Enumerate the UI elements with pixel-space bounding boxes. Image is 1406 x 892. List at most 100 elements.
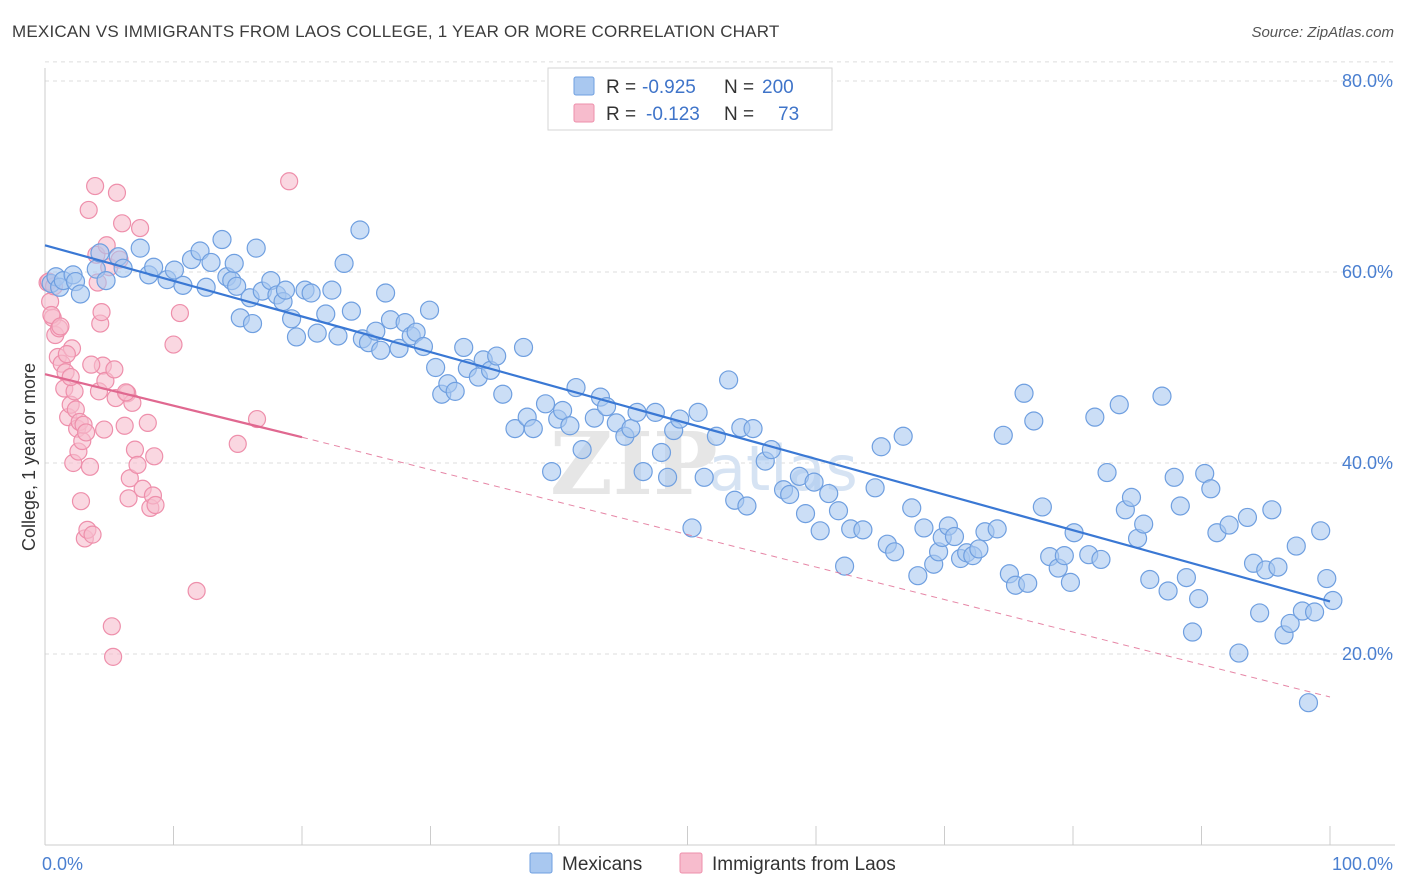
mexicans-point xyxy=(871,437,891,457)
mexicans-point xyxy=(96,270,116,291)
mexicans-point xyxy=(1014,383,1034,403)
mexicans-point xyxy=(1311,521,1331,541)
laos-point xyxy=(86,176,105,196)
legend-n-label-1: N = xyxy=(724,77,754,98)
mexicans-point xyxy=(70,284,91,304)
mexicans-point xyxy=(761,440,781,460)
mexicans-point xyxy=(341,301,362,321)
laos-trend-extension xyxy=(301,436,1331,698)
mexicans-point xyxy=(1280,613,1300,634)
y-tick-labels: 20.0% 40.0% 60.0% 80.0% xyxy=(1342,71,1393,664)
mexicans-point xyxy=(535,394,556,414)
mexicans-point xyxy=(853,520,873,540)
laos-point xyxy=(82,355,101,374)
trend-lines xyxy=(44,244,1331,698)
mexicans-point xyxy=(1164,467,1184,487)
laos-trend-line xyxy=(44,373,303,439)
mexicans-point xyxy=(1229,643,1249,663)
mexicans-point xyxy=(350,220,370,240)
mexicans-point xyxy=(902,498,922,518)
laos-point xyxy=(92,303,111,322)
laos-point xyxy=(83,525,102,544)
laos-point xyxy=(228,434,247,453)
mexicans-point xyxy=(328,326,348,346)
mexicans-point xyxy=(1189,589,1209,609)
mexicans-point xyxy=(1140,569,1160,590)
mexicans-point xyxy=(908,566,928,586)
laos-point xyxy=(107,183,127,202)
laos-point xyxy=(95,420,114,439)
laos-point xyxy=(130,218,150,238)
mexicans-point xyxy=(487,346,507,366)
mexicans-point xyxy=(1060,572,1081,592)
laos-point xyxy=(119,489,138,508)
mexicans-point xyxy=(493,384,513,404)
mexicans-point xyxy=(737,496,757,516)
mexicans-point xyxy=(719,370,739,390)
mexicans-point xyxy=(694,467,714,487)
mexicans-point xyxy=(1097,462,1117,483)
legend-n-value-1: 200 xyxy=(762,77,794,98)
gridlines xyxy=(45,61,1395,655)
mexicans-point xyxy=(572,440,592,460)
mexicans-point xyxy=(334,253,354,274)
mexicans-point xyxy=(969,539,989,559)
mexicans-point xyxy=(1182,622,1203,642)
mexicans-point xyxy=(227,276,247,296)
mexicans-point xyxy=(1268,557,1288,577)
mexicans-point xyxy=(780,484,800,505)
legend-box: R = -0.925 N = 200 R = -0.123 N = 73 xyxy=(547,67,833,131)
mexicans-point xyxy=(286,327,307,347)
y-tick-label: 80.0% xyxy=(1342,71,1393,91)
mexicans-point xyxy=(513,337,534,358)
mexicans-point xyxy=(1085,407,1105,427)
laos-point xyxy=(280,172,299,191)
laos-point xyxy=(57,345,76,364)
laos-point xyxy=(187,581,206,601)
legend-swatch-laos xyxy=(573,103,595,123)
laos-point xyxy=(105,360,124,379)
mexicans-point xyxy=(426,357,446,378)
mexicans-point xyxy=(454,337,474,358)
mexicans-point xyxy=(301,283,321,303)
laos-point xyxy=(145,447,164,466)
legend-n-value-2: 73 xyxy=(778,104,799,125)
x-tick-labels: 0.0% 100.0% xyxy=(42,854,1393,874)
laos-point xyxy=(77,423,96,442)
mexicans-point xyxy=(651,442,672,463)
x-tick-label: 0.0% xyxy=(42,854,83,874)
mexicans-point xyxy=(130,238,150,258)
mexicans-point xyxy=(804,472,824,492)
legend-frame xyxy=(547,67,833,131)
mexicans-point xyxy=(523,419,543,439)
y-tick-label: 20.0% xyxy=(1342,644,1393,664)
mexicans-point xyxy=(688,402,708,422)
mexicans-point xyxy=(1158,581,1178,601)
mexicans-point xyxy=(164,260,184,280)
x-tick-label: 100.0% xyxy=(1332,854,1393,874)
mexicans-point xyxy=(627,402,647,422)
mexicans-point xyxy=(445,381,465,401)
mexicans-point xyxy=(1121,487,1142,507)
chart-title: MEXICAN VS IMMIGRANTS FROM LAOS COLLEGE,… xyxy=(12,22,780,41)
mexicans-point xyxy=(246,238,266,258)
legend-r-value-2: -0.123 xyxy=(646,104,700,125)
y-axis-label: College, 1 year or more xyxy=(19,363,39,551)
mexicans-point xyxy=(1054,546,1074,566)
mexicans-point xyxy=(657,467,678,487)
mexicans-point xyxy=(419,300,440,320)
mexicans-point xyxy=(865,478,885,498)
laos-point xyxy=(120,469,139,488)
mexicans-point xyxy=(1176,567,1197,588)
mexicans-point xyxy=(201,252,221,273)
y-tick-label: 60.0% xyxy=(1342,262,1393,282)
y-tick-label: 40.0% xyxy=(1342,453,1393,473)
mexicans-point xyxy=(90,243,110,263)
mexicans-point xyxy=(1219,515,1239,535)
mexicans-point xyxy=(1109,395,1129,415)
mexicans-point xyxy=(375,283,396,303)
mexicans-point xyxy=(1201,479,1221,499)
mexicans-point xyxy=(1304,602,1325,622)
mexicans-point xyxy=(834,556,855,576)
